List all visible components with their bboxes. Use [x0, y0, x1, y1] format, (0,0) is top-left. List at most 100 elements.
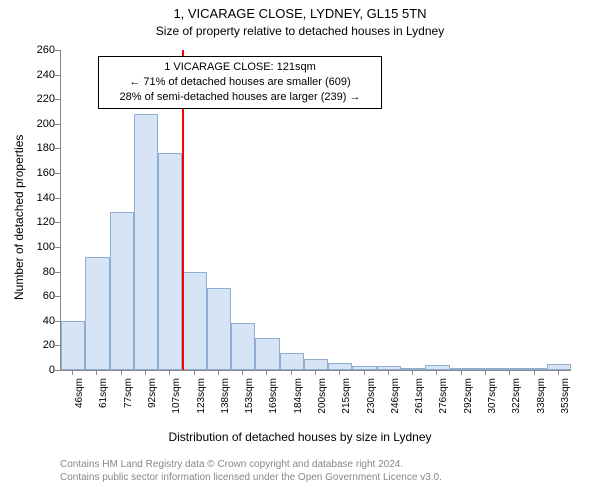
x-tick-label: 307sqm [487, 378, 498, 438]
y-axis-label: Number of detached properties [12, 135, 26, 300]
x-tick-mark [412, 370, 413, 375]
chart-title: 1, VICARAGE CLOSE, LYDNEY, GL15 5TN [0, 6, 600, 21]
x-tick-label: 353sqm [560, 378, 571, 438]
x-tick-label: 200sqm [317, 378, 328, 438]
histogram-bar [352, 366, 376, 370]
histogram-bar [280, 353, 304, 370]
chart-subtitle: Size of property relative to detached ho… [0, 24, 600, 38]
histogram-bar [377, 366, 401, 370]
y-tick-label: 20 [25, 339, 55, 351]
histogram-bar [231, 323, 255, 370]
y-tick-mark [55, 50, 60, 51]
y-tick-label: 260 [25, 44, 55, 56]
histogram-bar [182, 272, 206, 370]
annotation-line: 1 VICARAGE CLOSE: 121sqm [105, 60, 375, 75]
y-tick-label: 220 [25, 93, 55, 105]
x-tick-label: 77sqm [123, 378, 134, 438]
x-tick-label: 292sqm [463, 378, 474, 438]
x-tick-mark [485, 370, 486, 375]
x-tick-mark [145, 370, 146, 375]
y-tick-mark [55, 272, 60, 273]
annotation-line: 28% of semi-detached houses are larger (… [105, 90, 375, 105]
y-tick-label: 0 [25, 364, 55, 376]
histogram-bar [158, 153, 182, 370]
x-tick-label: 123sqm [196, 378, 207, 438]
y-tick-mark [55, 345, 60, 346]
x-tick-label: 92sqm [147, 378, 158, 438]
histogram-bar [255, 338, 279, 370]
x-tick-mark [436, 370, 437, 375]
x-tick-mark [461, 370, 462, 375]
histogram-bar [134, 114, 158, 370]
footer-attribution: Contains HM Land Registry data © Crown c… [60, 458, 442, 484]
x-tick-mark [121, 370, 122, 375]
y-tick-mark [55, 173, 60, 174]
histogram-bar [498, 368, 522, 370]
histogram-bar [304, 359, 328, 370]
x-tick-label: 276sqm [438, 378, 449, 438]
x-tick-mark [315, 370, 316, 375]
x-tick-mark [218, 370, 219, 375]
y-tick-label: 160 [25, 167, 55, 179]
x-tick-mark [509, 370, 510, 375]
y-tick-mark [55, 321, 60, 322]
x-tick-mark [364, 370, 365, 375]
x-tick-mark [291, 370, 292, 375]
y-tick-mark [55, 222, 60, 223]
x-tick-mark [558, 370, 559, 375]
y-tick-mark [55, 247, 60, 248]
y-tick-label: 200 [25, 118, 55, 130]
x-tick-mark [388, 370, 389, 375]
y-tick-mark [55, 296, 60, 297]
x-tick-label: 215sqm [341, 378, 352, 438]
y-tick-label: 240 [25, 69, 55, 81]
x-tick-label: 153sqm [244, 378, 255, 438]
histogram-bar [401, 368, 425, 370]
y-tick-mark [55, 99, 60, 100]
histogram-bar [110, 212, 134, 370]
x-tick-label: 338sqm [536, 378, 547, 438]
y-tick-label: 60 [25, 290, 55, 302]
x-tick-label: 169sqm [268, 378, 279, 438]
histogram-bar [207, 288, 231, 370]
x-axis-label: Distribution of detached houses by size … [0, 430, 600, 444]
x-tick-mark [72, 370, 73, 375]
x-tick-label: 246sqm [390, 378, 401, 438]
x-tick-mark [534, 370, 535, 375]
annotation-box: 1 VICARAGE CLOSE: 121sqm← 71% of detache… [98, 56, 382, 109]
x-tick-mark [194, 370, 195, 375]
x-tick-label: 61sqm [98, 378, 109, 438]
annotation-line: ← 71% of detached houses are smaller (60… [105, 75, 375, 90]
histogram-bar [85, 257, 109, 370]
x-tick-label: 46sqm [74, 378, 85, 438]
histogram-bar [547, 364, 571, 370]
footer-line: Contains HM Land Registry data © Crown c… [60, 458, 442, 471]
x-tick-mark [242, 370, 243, 375]
histogram-bar [425, 365, 449, 370]
y-tick-label: 140 [25, 192, 55, 204]
x-tick-label: 138sqm [220, 378, 231, 438]
x-tick-mark [266, 370, 267, 375]
x-tick-label: 230sqm [366, 378, 377, 438]
x-tick-mark [339, 370, 340, 375]
x-tick-label: 107sqm [171, 378, 182, 438]
footer-line: Contains public sector information licen… [60, 471, 442, 484]
y-tick-label: 120 [25, 216, 55, 228]
x-tick-label: 322sqm [511, 378, 522, 438]
x-tick-label: 184sqm [293, 378, 304, 438]
y-tick-mark [55, 370, 60, 371]
x-tick-mark [169, 370, 170, 375]
y-tick-mark [55, 75, 60, 76]
histogram-bar [61, 321, 85, 370]
y-tick-label: 80 [25, 266, 55, 278]
y-tick-mark [55, 124, 60, 125]
y-tick-mark [55, 198, 60, 199]
y-tick-mark [55, 148, 60, 149]
x-tick-label: 261sqm [414, 378, 425, 438]
histogram-bar [450, 368, 474, 370]
histogram-bar [522, 368, 546, 370]
x-tick-mark [96, 370, 97, 375]
y-tick-label: 40 [25, 315, 55, 327]
y-tick-label: 100 [25, 241, 55, 253]
histogram-bar [328, 363, 352, 370]
